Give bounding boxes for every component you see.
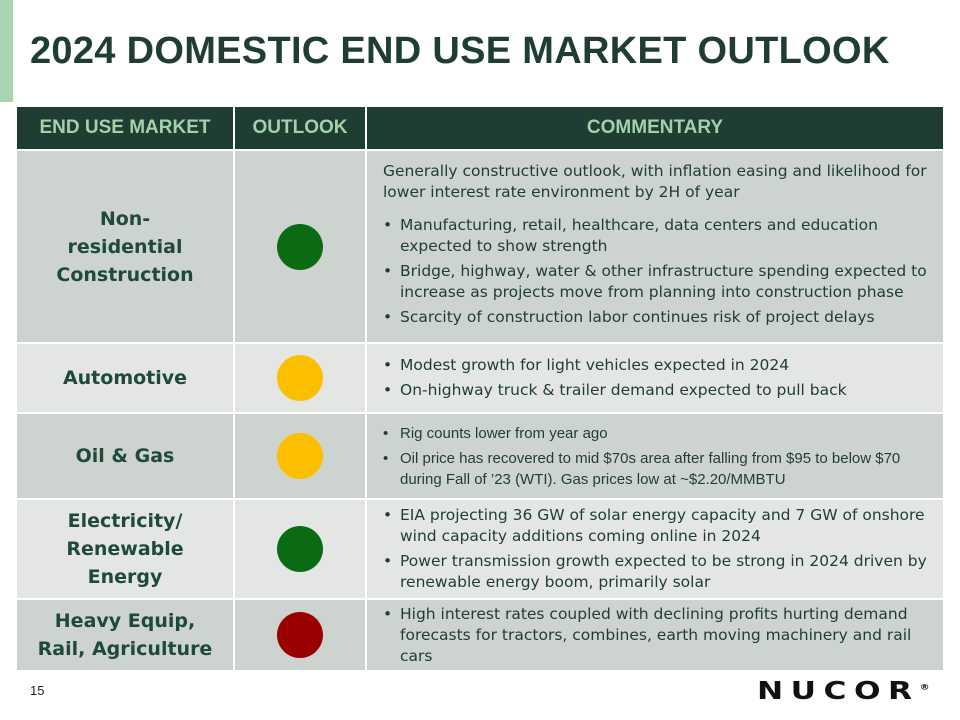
commentary: EIA projecting 36 GW of solar energy cap… xyxy=(367,500,943,598)
page-number: 15 xyxy=(30,683,45,698)
commentary: Modest growth for light vehicles expecte… xyxy=(367,344,943,412)
bullet: Scarcity of construction labor continues… xyxy=(383,307,933,328)
outlook-indicator-green xyxy=(277,526,323,572)
commentary: Rig counts lower from year ago Oil price … xyxy=(367,414,943,498)
accent-bar xyxy=(0,0,13,102)
bullet: Rig counts lower from year ago xyxy=(383,423,933,444)
bullet: Manufacturing, retail, healthcare, data … xyxy=(383,215,933,257)
table-header: END USE MARKET OUTLOOK COMMENTARY xyxy=(17,107,943,149)
outlook-indicator-green xyxy=(277,223,323,270)
market-label: Non-residential Construction xyxy=(17,151,233,342)
bullet: Modest growth for light vehicles expecte… xyxy=(383,355,933,376)
header-market: END USE MARKET xyxy=(17,107,233,149)
nucor-logo: NUCOR® xyxy=(757,676,930,705)
table-row: Heavy Equip, Rail, Agriculture High inte… xyxy=(17,600,943,670)
outlook-indicator-yellow xyxy=(277,355,323,401)
table-row: Automotive Modest growth for light vehic… xyxy=(17,344,943,412)
market-label: Oil & Gas xyxy=(17,414,233,498)
market-label: Heavy Equip, Rail, Agriculture xyxy=(17,600,233,670)
commentary: High interest rates coupled with declini… xyxy=(367,600,943,670)
bullet: On-highway truck & trailer demand expect… xyxy=(383,380,933,401)
table-row: Non-residential Construction Generally c… xyxy=(17,151,943,342)
outlook-indicator-red xyxy=(277,612,323,658)
bullet: EIA projecting 36 GW of solar energy cap… xyxy=(383,505,933,547)
bullet: High interest rates coupled with declini… xyxy=(383,604,933,667)
market-label: Automotive xyxy=(17,344,233,412)
outlook-indicator-yellow xyxy=(277,433,323,479)
header-outlook: OUTLOOK xyxy=(235,107,365,149)
commentary-intro: Generally constructive outlook, with inf… xyxy=(383,162,927,201)
table-row: Electricity/ Renewable Energy EIA projec… xyxy=(17,500,943,598)
commentary: Generally constructive outlook, with inf… xyxy=(367,151,943,342)
outlook-table: END USE MARKET OUTLOOK COMMENTARY Non-re… xyxy=(17,107,943,672)
bullet: Power transmission growth expected to be… xyxy=(383,551,933,593)
page-title: 2024 DOMESTIC END USE MARKET OUTLOOK xyxy=(30,30,890,72)
bullet: Bridge, highway, water & other infrastru… xyxy=(383,261,933,303)
bullet: Oil price has recovered to mid $70s area… xyxy=(383,448,933,490)
table-row: Oil & Gas Rig counts lower from year ago… xyxy=(17,414,943,498)
header-commentary: COMMENTARY xyxy=(367,107,943,149)
market-label: Electricity/ Renewable Energy xyxy=(17,500,233,598)
